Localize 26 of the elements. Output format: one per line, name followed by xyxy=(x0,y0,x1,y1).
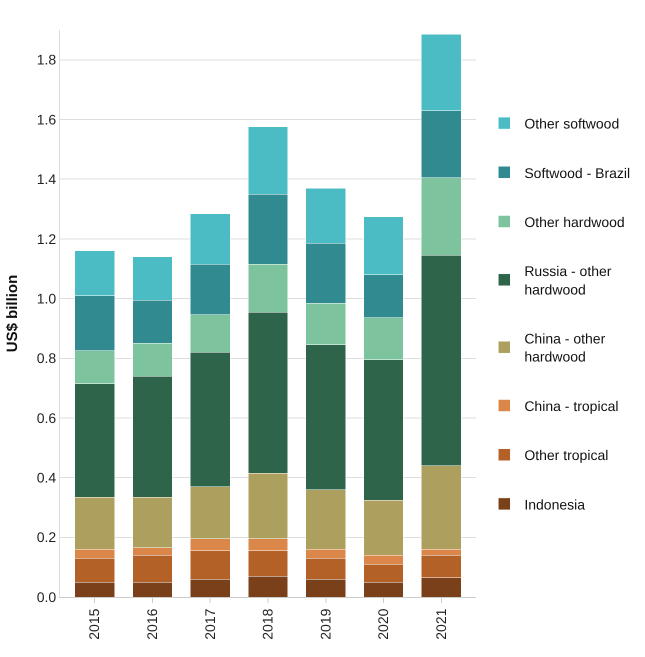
y-tick-label: 0.6 xyxy=(36,410,56,426)
y-tick-label: 0.0 xyxy=(36,588,56,605)
x-tick-label: 2019 xyxy=(317,608,334,640)
y-tick-label: 1.6 xyxy=(36,111,56,128)
x-tick-label: 2015 xyxy=(86,608,102,640)
legend-label: China - tropical xyxy=(524,398,618,414)
y-tick-label: 1.4 xyxy=(36,171,56,188)
legend-label: Russia - other hardwood xyxy=(524,263,612,298)
y-tick-label: 1.8 xyxy=(36,52,56,68)
y-tick-label: 1.0 xyxy=(36,290,56,306)
y-tick-label: 0.2 xyxy=(36,529,56,546)
x-tick-label: 2017 xyxy=(202,608,218,640)
x-tick-label: 2021 xyxy=(432,608,449,640)
y-tick-label: 0.8 xyxy=(36,350,56,366)
legend-label: Other tropical xyxy=(524,447,608,464)
legend-label: China - other hardwood xyxy=(524,330,606,365)
x-tick-label: 2020 xyxy=(375,608,392,640)
y-tick-label: 0.4 xyxy=(36,470,56,486)
legend-label: Other hardwood xyxy=(524,214,625,230)
legend-label: Softwood - Brazil xyxy=(524,164,630,181)
y-tick-label: 1.2 xyxy=(36,230,56,247)
y-axis-title: US$ billion xyxy=(4,274,21,352)
x-tick-label: 2018 xyxy=(260,608,276,640)
legend-label: Other softwood xyxy=(524,116,620,132)
legend-label: Indonesia xyxy=(524,496,586,512)
x-tick-label: 2016 xyxy=(144,608,160,640)
